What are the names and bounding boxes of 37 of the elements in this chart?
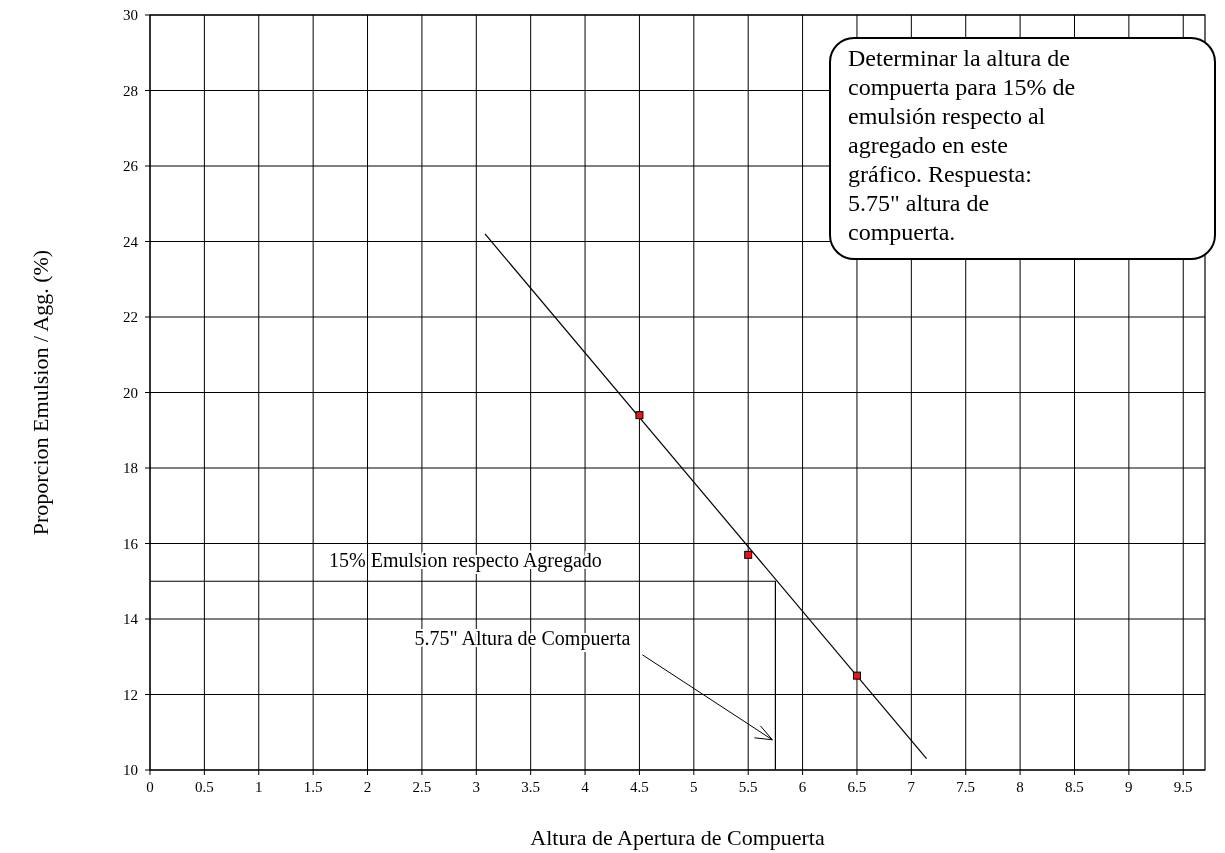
x-tick-label: 5.5 bbox=[738, 779, 758, 795]
x-tick-label: 0.5 bbox=[195, 779, 214, 795]
x-tick-label: 6 bbox=[798, 779, 807, 795]
x-tick-label: 2.5 bbox=[412, 779, 432, 795]
x-tick-label: 8.5 bbox=[1065, 779, 1084, 795]
y-tick-label: 16 bbox=[123, 535, 139, 552]
x-axis-title: Altura de Apertura de Compuerta bbox=[530, 825, 825, 850]
x-tick-label: 3.5 bbox=[521, 779, 541, 795]
annotation: Determinar la altura de compuerta para 15% de emulsión respecto al agregado en este gráfico. Respuesta: 5.75" altura de compuerta. bbox=[848, 45, 1076, 245]
x-tick-label: 2 bbox=[363, 779, 372, 795]
x-tick-label: 9 bbox=[1125, 779, 1133, 795]
x-tick-label: 5 bbox=[690, 779, 698, 795]
y-axis-title: Proporcion Emulsion / Agg. (%) bbox=[28, 249, 53, 536]
x-tick-label: 8 bbox=[1016, 779, 1024, 795]
x-tick-label: 7.5 bbox=[956, 779, 976, 795]
point bbox=[744, 550, 753, 559]
x-tick-label: 4.5 bbox=[630, 779, 649, 795]
point bbox=[852, 671, 861, 680]
x-tick-label: 4 bbox=[581, 779, 590, 795]
x-tick-label: 1 bbox=[255, 779, 263, 795]
point bbox=[635, 411, 644, 420]
x-tick-label: 6.5 bbox=[847, 779, 867, 795]
y-tick-label: 24 bbox=[123, 233, 139, 250]
y-tick-label: 20 bbox=[123, 384, 138, 401]
y-tick-label: 12 bbox=[123, 686, 138, 703]
y-tick-label: 22 bbox=[123, 309, 138, 325]
y-tick-label: 26 bbox=[123, 158, 139, 174]
y-tick-label: 14 bbox=[123, 611, 139, 627]
y-tick-label: 30 bbox=[123, 7, 138, 23]
x-tick-label: 0 bbox=[146, 779, 154, 795]
x-tick-label: 9.5 bbox=[1173, 779, 1193, 795]
y-tick-label: 28 bbox=[123, 82, 138, 99]
x-tick-label: 7 bbox=[907, 779, 916, 795]
y-tick-label: 10 bbox=[123, 762, 138, 778]
x-tick-label: 1.5 bbox=[303, 779, 323, 795]
x-tick-label: 3 bbox=[472, 779, 481, 795]
y-tick-label: 18 bbox=[123, 460, 138, 476]
